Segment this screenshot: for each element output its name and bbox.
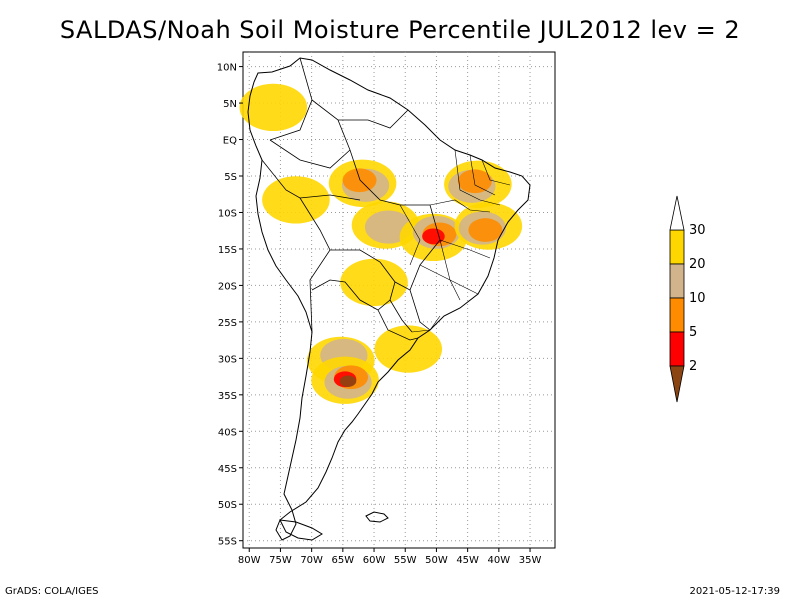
x-tick-label: 80W: [238, 555, 261, 566]
colorbar-top-arrow: [669, 195, 685, 231]
y-tick-label: 15S: [218, 245, 237, 256]
footer-timestamp: 2021-05-12-17:39: [689, 586, 780, 597]
colorbar-label: 30: [689, 223, 706, 238]
dry-patch-5to10: [468, 218, 503, 242]
x-tick-label: 70W: [300, 555, 323, 566]
colorbar-segment: [669, 229, 685, 265]
dryness-shading: [239, 83, 523, 404]
y-tick-label: 55S: [218, 537, 237, 548]
dry-patch-20to30: [374, 325, 443, 373]
colorbar-label: 5: [689, 325, 697, 340]
colorbar: 30 20 10 5 2: [669, 195, 706, 403]
colorbar-segment: [669, 331, 685, 367]
x-tick-label: 40W: [488, 555, 511, 566]
y-tick-label: 45S: [218, 464, 237, 475]
dry-patch-20to30: [340, 258, 408, 307]
colorbar-segment: [669, 263, 685, 299]
x-tick-label: 45W: [456, 555, 479, 566]
south-america-coastline: [247, 57, 531, 541]
colorbar-segment: [669, 297, 685, 333]
x-tick-label: 75W: [269, 555, 292, 566]
colorbar-label: 20: [689, 257, 706, 272]
map-title: SALDAS/Noah Soil Moisture Percentile JUL…: [59, 16, 741, 44]
dry-patch-2: [339, 375, 357, 387]
tierra-del-fuego-coast: [279, 519, 323, 541]
y-tick-label: 10S: [218, 208, 237, 219]
y-tick-label: 10N: [217, 63, 237, 74]
coastline-borders: [247, 57, 531, 541]
x-tick-label: 60W: [363, 555, 386, 566]
colorbar-label: 2: [689, 359, 697, 374]
x-tick-label: 35W: [519, 555, 542, 566]
y-tick-label: 40S: [218, 427, 237, 438]
x-tick-label: 50W: [425, 555, 448, 566]
y-tick-label: 30S: [218, 354, 237, 365]
dry-patch-2to5: [422, 228, 445, 245]
y-tick-label: 20S: [218, 281, 237, 292]
y-tick-label: 5S: [224, 172, 237, 183]
map-frame: [242, 51, 556, 549]
country-borders: [261, 57, 441, 341]
colorbar-bottom-arrow: [669, 365, 685, 403]
colorbar-label: 10: [689, 291, 706, 306]
footer-credit: GrADS: COLA/IGES: [5, 586, 99, 597]
grid-lines: [243, 52, 555, 548]
y-tick-label: EQ: [223, 136, 237, 147]
x-tick-label: 55W: [394, 555, 417, 566]
dry-patch-20to30: [239, 83, 308, 132]
state-borders: [399, 149, 511, 333]
dry-patch-5to10: [342, 168, 377, 193]
dry-patch-5to10: [457, 169, 492, 194]
axis-labels: 80W 75W 70W 65W 60W 55W 50W 45W 40W 35W 10N 5N EQ 5S 1…: [217, 63, 542, 566]
y-tick-label: 5N: [223, 99, 237, 110]
falkland-islands: [365, 511, 389, 523]
y-tick-label: 35S: [218, 391, 237, 402]
y-tick-label: 50S: [218, 500, 237, 511]
x-tick-label: 65W: [332, 555, 355, 566]
dry-patch-20to30: [262, 176, 330, 224]
y-tick-label: 25S: [218, 318, 237, 329]
